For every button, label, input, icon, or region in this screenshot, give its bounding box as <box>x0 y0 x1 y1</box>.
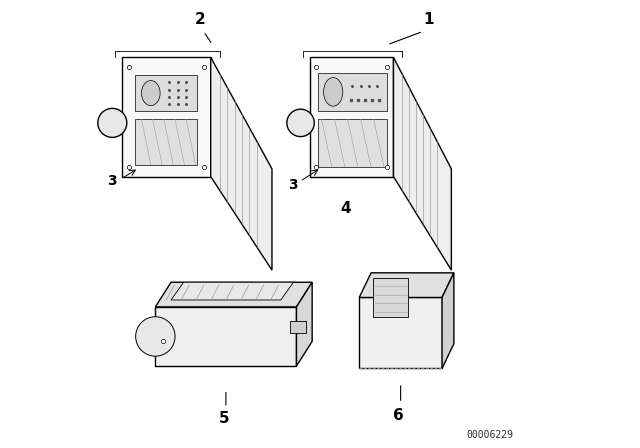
Circle shape <box>136 317 175 356</box>
Polygon shape <box>122 57 211 177</box>
Bar <box>318 73 387 111</box>
Polygon shape <box>156 282 312 307</box>
Text: 00006229: 00006229 <box>467 430 514 439</box>
Ellipse shape <box>324 78 343 106</box>
Polygon shape <box>211 57 272 270</box>
Text: 5: 5 <box>218 411 229 426</box>
Bar <box>373 278 408 317</box>
Ellipse shape <box>141 81 160 106</box>
Text: 3: 3 <box>108 174 117 189</box>
Circle shape <box>98 108 127 138</box>
Text: 2: 2 <box>195 12 205 27</box>
Polygon shape <box>171 282 293 300</box>
Polygon shape <box>359 273 454 297</box>
Bar <box>290 321 306 332</box>
Text: 3: 3 <box>288 178 298 192</box>
Polygon shape <box>359 297 442 368</box>
Text: 1: 1 <box>423 12 433 27</box>
Bar <box>318 119 387 167</box>
Polygon shape <box>442 273 454 368</box>
Text: 4: 4 <box>340 201 351 216</box>
Polygon shape <box>310 57 394 177</box>
Text: 6: 6 <box>393 408 404 423</box>
Bar <box>135 75 197 111</box>
Polygon shape <box>156 307 296 366</box>
Polygon shape <box>296 282 312 366</box>
Bar <box>135 119 197 164</box>
Circle shape <box>287 109 314 137</box>
Polygon shape <box>394 57 451 270</box>
